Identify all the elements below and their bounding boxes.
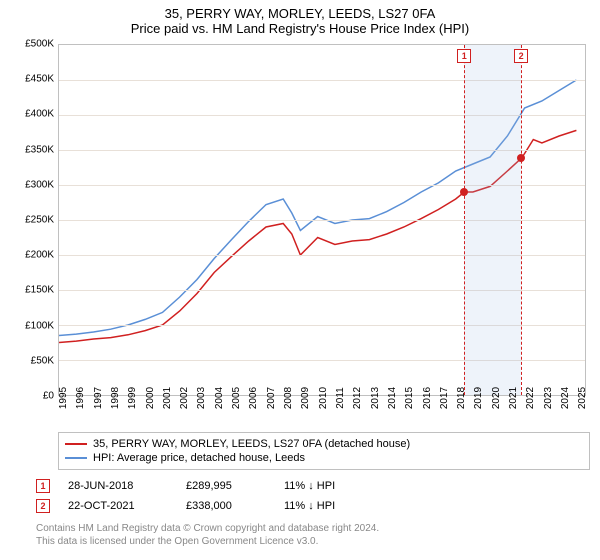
x-tick-label: 2020 — [491, 387, 502, 409]
sale-point — [517, 154, 525, 162]
y-tick-label: £200K — [25, 250, 54, 261]
x-axis: 1995199619971998199920002001200220032004… — [58, 396, 586, 424]
legend-label: 35, PERRY WAY, MORLEY, LEEDS, LS27 0FA (… — [93, 438, 410, 450]
x-tick-label: 2001 — [162, 387, 173, 409]
sale-marker: 2 — [514, 49, 528, 63]
legend: 35, PERRY WAY, MORLEY, LEEDS, LS27 0FA (… — [58, 432, 590, 470]
legend-item: 35, PERRY WAY, MORLEY, LEEDS, LS27 0FA (… — [65, 437, 583, 451]
y-axis: £0£50K£100K£150K£200K£250K£300K£350K£400… — [10, 44, 58, 396]
x-tick-label: 2023 — [543, 387, 554, 409]
legend-swatch — [65, 457, 87, 459]
y-tick-label: £450K — [25, 74, 54, 85]
footer-attribution: Contains HM Land Registry data © Crown c… — [36, 522, 590, 548]
x-tick-label: 2012 — [352, 387, 363, 409]
y-tick-label: £50K — [31, 355, 54, 366]
x-tick-label: 2011 — [335, 387, 346, 409]
x-tick-label: 2025 — [577, 387, 588, 409]
x-tick-label: 2006 — [248, 387, 259, 409]
plot-area: 12 — [58, 44, 586, 396]
footer-line: This data is licensed under the Open Gov… — [36, 535, 590, 548]
x-tick-label: 1999 — [127, 387, 138, 409]
sale-band — [464, 45, 521, 395]
x-tick-label: 2022 — [525, 387, 536, 409]
x-tick-label: 1997 — [93, 387, 104, 409]
x-tick-label: 2000 — [145, 387, 156, 409]
x-tick-label: 2004 — [214, 387, 225, 409]
sale-point — [460, 188, 468, 196]
y-tick-label: £250K — [25, 215, 54, 226]
sale-diff: 11% ↓ HPI — [284, 500, 374, 512]
x-tick-label: 1995 — [58, 387, 69, 409]
sale-row: 1 28-JUN-2018 £289,995 11% ↓ HPI — [36, 476, 590, 496]
chart-header: 35, PERRY WAY, MORLEY, LEEDS, LS27 0FA P… — [0, 0, 600, 38]
sale-marker: 1 — [457, 49, 471, 63]
sales-table: 1 28-JUN-2018 £289,995 11% ↓ HPI 2 22-OCT-202… — [36, 476, 590, 516]
x-tick-label: 2010 — [318, 387, 329, 409]
x-tick-label: 2008 — [283, 387, 294, 409]
chart-subtitle: Price paid vs. HM Land Registry's House … — [0, 21, 600, 36]
sale-price: £289,995 — [186, 480, 266, 492]
y-tick-label: £0 — [43, 391, 54, 402]
y-tick-label: £150K — [25, 285, 54, 296]
sale-row: 2 22-OCT-2021 £338,000 11% ↓ HPI — [36, 496, 590, 516]
sale-price: £338,000 — [186, 500, 266, 512]
sale-date: 22-OCT-2021 — [68, 500, 168, 512]
chart-title: 35, PERRY WAY, MORLEY, LEEDS, LS27 0FA — [0, 6, 600, 21]
legend-item: HPI: Average price, detached house, Leed… — [65, 451, 583, 465]
sale-line — [464, 45, 465, 395]
sale-diff: 11% ↓ HPI — [284, 480, 374, 492]
sale-row-marker: 1 — [36, 479, 50, 493]
x-tick-label: 2013 — [370, 387, 381, 409]
x-tick-label: 2016 — [422, 387, 433, 409]
x-tick-label: 2024 — [560, 387, 571, 409]
x-tick-label: 1998 — [110, 387, 121, 409]
x-tick-label: 2007 — [266, 387, 277, 409]
x-tick-label: 2018 — [456, 387, 467, 409]
x-tick-label: 2003 — [196, 387, 207, 409]
sale-line — [521, 45, 522, 395]
x-tick-label: 2002 — [179, 387, 190, 409]
x-tick-label: 2005 — [231, 387, 242, 409]
sale-row-marker: 2 — [36, 499, 50, 513]
x-tick-label: 1996 — [75, 387, 86, 409]
y-tick-label: £350K — [25, 144, 54, 155]
x-tick-label: 2014 — [387, 387, 398, 409]
x-tick-label: 2015 — [404, 387, 415, 409]
x-tick-label: 2009 — [300, 387, 311, 409]
y-tick-label: £400K — [25, 109, 54, 120]
footer-line: Contains HM Land Registry data © Crown c… — [36, 522, 590, 535]
y-tick-label: £300K — [25, 179, 54, 190]
x-tick-label: 2021 — [508, 387, 519, 409]
legend-swatch — [65, 443, 87, 445]
x-tick-label: 2017 — [439, 387, 450, 409]
y-tick-label: £100K — [25, 320, 54, 331]
y-tick-label: £500K — [25, 39, 54, 50]
chart-area: £0 £50K £100K £150K £200K £250K £300K £350K £400… — [10, 44, 590, 424]
x-tick-label: 2019 — [473, 387, 484, 409]
legend-label: HPI: Average price, detached house, Leed… — [93, 452, 305, 464]
sale-date: 28-JUN-2018 — [68, 480, 168, 492]
